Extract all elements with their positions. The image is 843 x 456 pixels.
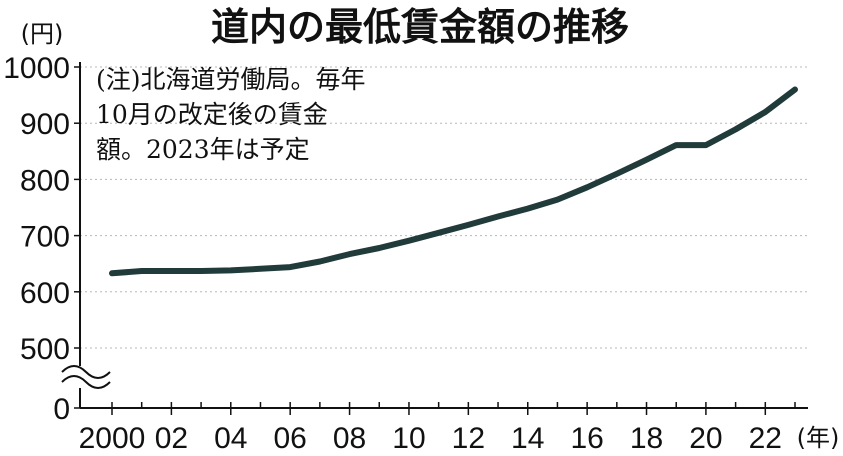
x-axis-unit: (年) xyxy=(797,424,840,452)
x-tick-label: 06 xyxy=(273,422,306,455)
data-point xyxy=(497,215,499,217)
data-point xyxy=(705,144,707,146)
x-tick-label: 22 xyxy=(749,422,782,455)
x-tick-label: 14 xyxy=(511,422,544,455)
x-tick-label: 08 xyxy=(333,422,366,455)
data-point xyxy=(230,269,232,271)
y-tick-label: 500 xyxy=(20,333,70,366)
series-layer xyxy=(109,86,798,277)
y-axis-unit: (円) xyxy=(21,20,64,48)
y-tick-label: 700 xyxy=(20,221,70,254)
data-point xyxy=(349,253,351,255)
x-tick-label: 02 xyxy=(155,422,188,455)
y-tick-labels: 0 500 600 700 800 900 1000 xyxy=(3,52,70,426)
x-tick-label: 10 xyxy=(392,422,425,455)
data-point xyxy=(170,270,172,272)
data-point xyxy=(200,270,202,272)
data-point xyxy=(764,111,766,113)
x-tick-label: 20 xyxy=(689,422,722,455)
data-point xyxy=(111,272,113,274)
x-tick-label: 2000 xyxy=(79,422,146,455)
note-line: 10月の改定後の賃金 xyxy=(96,100,328,129)
data-point xyxy=(141,270,143,272)
data-point xyxy=(616,173,618,175)
series-line xyxy=(109,86,798,277)
x-tick-label: 12 xyxy=(452,422,485,455)
x-tick-label: 04 xyxy=(214,422,247,455)
y-tick-label: 0 xyxy=(53,393,70,426)
y-tick-label: 900 xyxy=(20,108,70,141)
x-tick-label: 18 xyxy=(630,422,663,455)
y-tick-label: 600 xyxy=(20,277,70,310)
note-line: 額。2023年は予定 xyxy=(96,135,310,164)
data-point xyxy=(438,232,440,234)
gridlines xyxy=(80,66,808,349)
axes xyxy=(74,62,808,415)
data-point xyxy=(467,224,469,226)
chart-title: 道内の最低賃金額の推移 xyxy=(211,5,629,49)
data-point xyxy=(289,266,291,268)
x-tick-label: 16 xyxy=(570,422,603,455)
x-tick-labels: 2000 02 04 06 08 10 12 14 16 18 20 22 xyxy=(79,422,782,455)
data-point xyxy=(259,268,261,270)
data-point xyxy=(378,247,380,249)
data-point xyxy=(556,199,558,201)
note-line: (注)北海道労働局。毎年 xyxy=(96,65,366,94)
axis-break-wave xyxy=(61,375,111,389)
data-point xyxy=(527,208,529,210)
axis-break-wave xyxy=(61,365,111,379)
data-point xyxy=(586,186,588,188)
data-point xyxy=(319,260,321,262)
data-point xyxy=(646,159,648,161)
axis-break-mask xyxy=(60,366,114,388)
data-point xyxy=(735,128,737,130)
y-tick-label: 800 xyxy=(20,164,70,197)
data-point xyxy=(408,240,410,242)
y-tick-label: 1000 xyxy=(3,52,70,85)
data-point xyxy=(794,88,796,90)
axis-break-icon xyxy=(60,365,114,389)
data-point xyxy=(675,144,677,146)
